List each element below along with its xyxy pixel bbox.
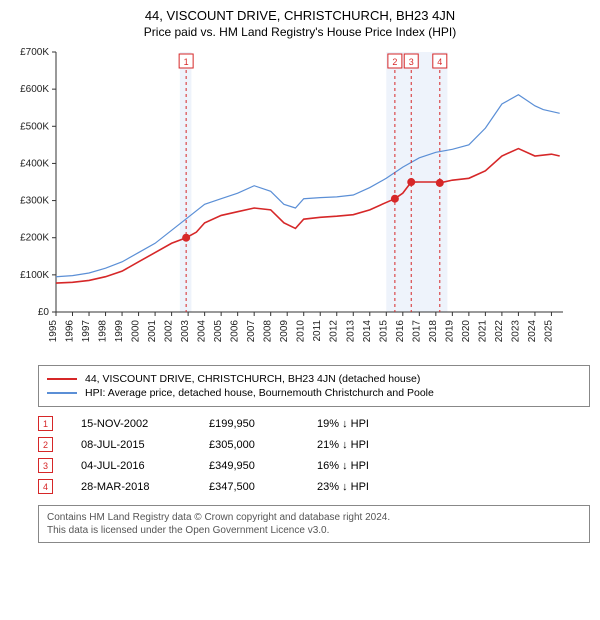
sale-row: 3 04-JUL-2016 £349,950 16% ↓ HPI bbox=[38, 455, 590, 476]
sale-marker: 4 bbox=[38, 479, 53, 494]
svg-text:2014: 2014 bbox=[362, 320, 373, 343]
svg-text:£100K: £100K bbox=[20, 270, 49, 281]
sale-row: 2 08-JUL-2015 £305,000 21% ↓ HPI bbox=[38, 434, 590, 455]
svg-text:2000: 2000 bbox=[131, 320, 142, 343]
svg-text:2020: 2020 bbox=[461, 320, 472, 343]
attribution-line: This data is licensed under the Open Gov… bbox=[47, 524, 581, 537]
legend-swatch bbox=[47, 378, 77, 381]
svg-text:£0: £0 bbox=[38, 307, 50, 318]
svg-text:3: 3 bbox=[409, 57, 414, 67]
svg-text:2012: 2012 bbox=[329, 320, 340, 343]
legend-label: HPI: Average price, detached house, Bour… bbox=[85, 387, 434, 399]
svg-text:£400K: £400K bbox=[20, 158, 49, 169]
svg-text:1998: 1998 bbox=[98, 320, 109, 343]
attribution: Contains HM Land Registry data © Crown c… bbox=[38, 505, 590, 543]
svg-text:2024: 2024 bbox=[527, 320, 538, 343]
attribution-line: Contains HM Land Registry data © Crown c… bbox=[47, 511, 581, 524]
svg-text:2015: 2015 bbox=[378, 320, 389, 343]
sale-diff: 19% ↓ HPI bbox=[317, 418, 407, 430]
sale-price: £349,950 bbox=[209, 460, 289, 472]
svg-text:2008: 2008 bbox=[263, 320, 274, 343]
svg-text:1999: 1999 bbox=[114, 320, 125, 343]
svg-text:2: 2 bbox=[392, 57, 397, 67]
sale-price: £347,500 bbox=[209, 481, 289, 493]
svg-text:2001: 2001 bbox=[147, 320, 158, 343]
svg-text:2010: 2010 bbox=[296, 320, 307, 343]
legend: 44, VISCOUNT DRIVE, CHRISTCHURCH, BH23 4… bbox=[38, 365, 590, 407]
svg-text:1997: 1997 bbox=[81, 320, 92, 343]
sale-price: £305,000 bbox=[209, 439, 289, 451]
legend-item: 44, VISCOUNT DRIVE, CHRISTCHURCH, BH23 4… bbox=[47, 372, 581, 386]
svg-text:2021: 2021 bbox=[477, 320, 488, 343]
sale-marker: 1 bbox=[38, 416, 53, 431]
svg-text:4: 4 bbox=[437, 57, 442, 67]
svg-text:2023: 2023 bbox=[510, 320, 521, 343]
legend-swatch bbox=[47, 392, 77, 394]
svg-text:£300K: £300K bbox=[20, 196, 49, 207]
sale-row: 1 15-NOV-2002 £199,950 19% ↓ HPI bbox=[38, 413, 590, 434]
svg-text:£700K: £700K bbox=[20, 47, 49, 58]
svg-text:1995: 1995 bbox=[48, 320, 59, 343]
svg-text:2005: 2005 bbox=[213, 320, 224, 343]
svg-text:1996: 1996 bbox=[65, 320, 76, 343]
svg-text:2025: 2025 bbox=[543, 320, 554, 343]
sale-price: £199,950 bbox=[209, 418, 289, 430]
svg-text:2007: 2007 bbox=[246, 320, 257, 343]
svg-text:2003: 2003 bbox=[180, 320, 191, 343]
sale-diff: 16% ↓ HPI bbox=[317, 460, 407, 472]
svg-text:2004: 2004 bbox=[197, 320, 208, 343]
page-title: 44, VISCOUNT DRIVE, CHRISTCHURCH, BH23 4… bbox=[8, 8, 592, 23]
sale-date: 08-JUL-2015 bbox=[81, 439, 181, 451]
sale-row: 4 28-MAR-2018 £347,500 23% ↓ HPI bbox=[38, 476, 590, 497]
sales-table: 1 15-NOV-2002 £199,950 19% ↓ HPI 2 08-JUL-201… bbox=[38, 413, 590, 497]
chart-container: £0 £100K £200K £300K £400K £500K £600K £700K 199… bbox=[8, 47, 592, 357]
page-subtitle: Price paid vs. HM Land Registry's House … bbox=[8, 25, 592, 39]
price-chart: £0 £100K £200K £300K £400K £500K £600K £700K 199… bbox=[8, 47, 568, 357]
legend-label: 44, VISCOUNT DRIVE, CHRISTCHURCH, BH23 4… bbox=[85, 373, 420, 385]
svg-text:2002: 2002 bbox=[164, 320, 175, 343]
legend-item: HPI: Average price, detached house, Bour… bbox=[47, 386, 581, 400]
svg-text:2022: 2022 bbox=[494, 320, 505, 343]
sale-diff: 23% ↓ HPI bbox=[317, 481, 407, 493]
svg-text:2013: 2013 bbox=[345, 320, 356, 343]
sale-date: 04-JUL-2016 bbox=[81, 460, 181, 472]
svg-text:£600K: £600K bbox=[20, 84, 49, 95]
sale-marker: 3 bbox=[38, 458, 53, 473]
sale-marker: 2 bbox=[38, 437, 53, 452]
svg-text:£500K: £500K bbox=[20, 121, 49, 132]
sale-date: 15-NOV-2002 bbox=[81, 418, 181, 430]
svg-text:2017: 2017 bbox=[411, 320, 422, 343]
sale-diff: 21% ↓ HPI bbox=[317, 439, 407, 451]
svg-text:2009: 2009 bbox=[279, 320, 290, 343]
svg-text:2011: 2011 bbox=[312, 320, 323, 342]
svg-text:1: 1 bbox=[184, 57, 189, 67]
svg-text:2018: 2018 bbox=[428, 320, 439, 343]
svg-text:£200K: £200K bbox=[20, 233, 49, 244]
svg-text:2019: 2019 bbox=[444, 320, 455, 343]
sale-date: 28-MAR-2018 bbox=[81, 481, 181, 493]
svg-text:2016: 2016 bbox=[395, 320, 406, 343]
svg-text:2006: 2006 bbox=[230, 320, 241, 343]
